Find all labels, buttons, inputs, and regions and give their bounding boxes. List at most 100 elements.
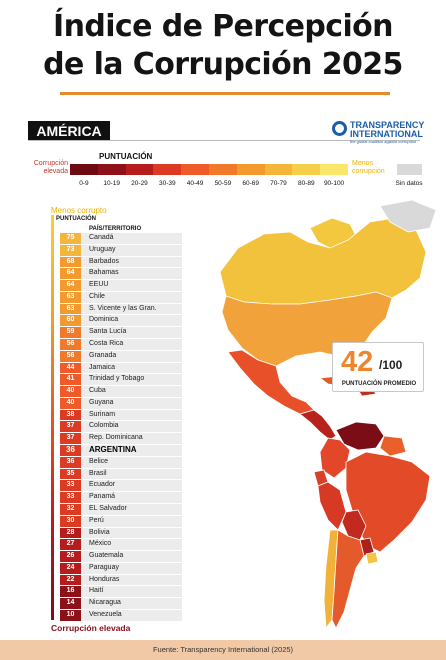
scale-bin-label: 80-89 (297, 180, 315, 187)
scale-bin-label: 40-49 (186, 180, 204, 187)
scale-swatch-0 (70, 164, 98, 175)
scale-bin-label: 0-9 (79, 180, 89, 187)
country-cell: Honduras (81, 574, 182, 586)
country-cell: Haití (81, 586, 182, 598)
ranking-row: 33 Ecuador (60, 480, 182, 492)
ranking-row: 36 ARGENTINA (60, 445, 182, 456)
scale-bin-label: 30-39 (158, 180, 176, 187)
score-cell: 27 (60, 539, 81, 551)
score-cell: 41 (60, 374, 81, 386)
ranking-row: 75 Canadá (60, 233, 182, 244)
scale-bin-label: 90-100 (323, 180, 345, 187)
country-cell: Santa Lucía (81, 327, 182, 339)
score-cell: 63 (60, 291, 81, 303)
country-cell: Rep. Dominicana (81, 433, 182, 445)
score-cell: 28 (60, 527, 81, 539)
country-column-header: PAÍS/TERRITORIO (89, 226, 142, 232)
score-cell: 64 (60, 268, 81, 280)
ranking-row: 28 Bolivia (60, 527, 182, 539)
ranking-row: 38 Surinam (60, 409, 182, 421)
country-cell: Surinam (81, 409, 182, 421)
score-cell: 36 (60, 445, 81, 456)
score-cell: 63 (60, 303, 81, 315)
scale-swatch-7 (264, 164, 293, 175)
score-cell: 16 (60, 586, 81, 598)
scale-swatch-2 (125, 164, 154, 175)
ranking-row: 37 Colombia (60, 421, 182, 433)
scale-bin-label: 50-59 (214, 180, 232, 187)
ranking-row: 40 Cuba (60, 386, 182, 397)
score-cell: 37 (60, 421, 81, 433)
scale-bin-label: 70-79 (270, 180, 287, 187)
scale-bin-labels: 0-9 10-19 20-29 30-39 40-49 50-59 60-69 70-79 80… (70, 180, 348, 187)
country-cell: ARGENTINA (81, 445, 182, 456)
no-data-swatch (397, 164, 422, 175)
ranking-row: 27 México (60, 539, 182, 551)
score-cell: 10 (60, 609, 81, 621)
ranking-row: 59 Santa Lucía (60, 327, 182, 339)
ranking-row: 44 Jamaica (60, 362, 182, 374)
country-cell: Panamá (81, 492, 182, 503)
scale-title: PUNTUACIÓN (99, 152, 153, 161)
ranking-row: 37 Rep. Dominicana (60, 433, 182, 445)
country-cell: México (81, 539, 182, 551)
scale-swatch-4 (181, 164, 209, 175)
average-score-label: PUNTUACIÓN PROMEDIO (341, 381, 417, 387)
country-cell: Dominica (81, 315, 182, 327)
ranking-row: 41 Trinidad y Tobago (60, 374, 182, 386)
country-cell: Chile (81, 291, 182, 303)
ranking-row: 56 Costa Rica (60, 339, 182, 350)
country-cell: S. Vicente y las Gran. (81, 303, 182, 315)
logo-line-1: TRANSPARENCY (350, 120, 425, 130)
map-uruguay (365, 551, 379, 565)
country-cell: Costa Rica (81, 339, 182, 350)
score-cell: 32 (60, 503, 81, 515)
country-cell: Uruguay (81, 244, 182, 256)
ranking-row: 73 Uruguay (60, 244, 182, 256)
title-line-2: de la Corrupción 2025 (43, 47, 403, 82)
region-badge: AMÉRICA (28, 121, 110, 141)
average-score-value: 42 (341, 346, 374, 378)
country-cell: EL Salvador (81, 503, 182, 515)
score-cell: 44 (60, 362, 81, 374)
score-cell: 73 (60, 244, 81, 256)
ranking-row: 63 S. Vicente y las Gran. (60, 303, 182, 315)
map-peru (317, 481, 347, 531)
country-cell: Trinidad y Tobago (81, 374, 182, 386)
score-cell: 60 (60, 315, 81, 327)
score-cell: 68 (60, 256, 81, 268)
list-gradient-bar (51, 215, 54, 620)
average-score-denominator: /100 (379, 358, 403, 372)
country-cell: Bahamas (81, 268, 182, 280)
country-cell: Guatemala (81, 551, 182, 562)
logo-line-2: INTERNATIONAL (350, 129, 423, 139)
country-cell: Cuba (81, 386, 182, 397)
map-colombia (319, 437, 351, 479)
score-cell: 40 (60, 397, 81, 409)
ranking-row: 30 Perú (60, 515, 182, 527)
score-cell: 14 (60, 598, 81, 609)
score-cell: 33 (60, 492, 81, 503)
no-data-label: Sin datos (395, 180, 423, 187)
ranking-row: 64 EEUU (60, 280, 182, 291)
ranking-row: 14 Nicaragua (60, 598, 182, 609)
scale-swatch-1 (97, 164, 126, 175)
ranking-row: 36 Belice (60, 456, 182, 468)
region-divider (28, 140, 420, 141)
scale-swatch-9 (320, 164, 348, 175)
map-venezuela (335, 421, 385, 451)
country-cell: Canadá (81, 233, 182, 244)
scale-right-label: Menos corrupción (352, 160, 385, 175)
country-cell: Venezuela (81, 609, 182, 621)
country-cell: Colombia (81, 421, 182, 433)
color-scale (70, 164, 348, 175)
americas-map (219, 200, 437, 630)
country-cell: Nicaragua (81, 598, 182, 609)
score-cell: 30 (60, 515, 81, 527)
list-top-label: Menos corrupto (51, 206, 107, 215)
ranking-row: 68 Barbados (60, 256, 182, 268)
score-cell: 26 (60, 551, 81, 562)
ranking-row: 56 Granada (60, 350, 182, 362)
transparency-international-logo: TRANSPARENCY INTERNATIONAL the global co… (332, 119, 425, 145)
ranking-row: 60 Dominica (60, 315, 182, 327)
